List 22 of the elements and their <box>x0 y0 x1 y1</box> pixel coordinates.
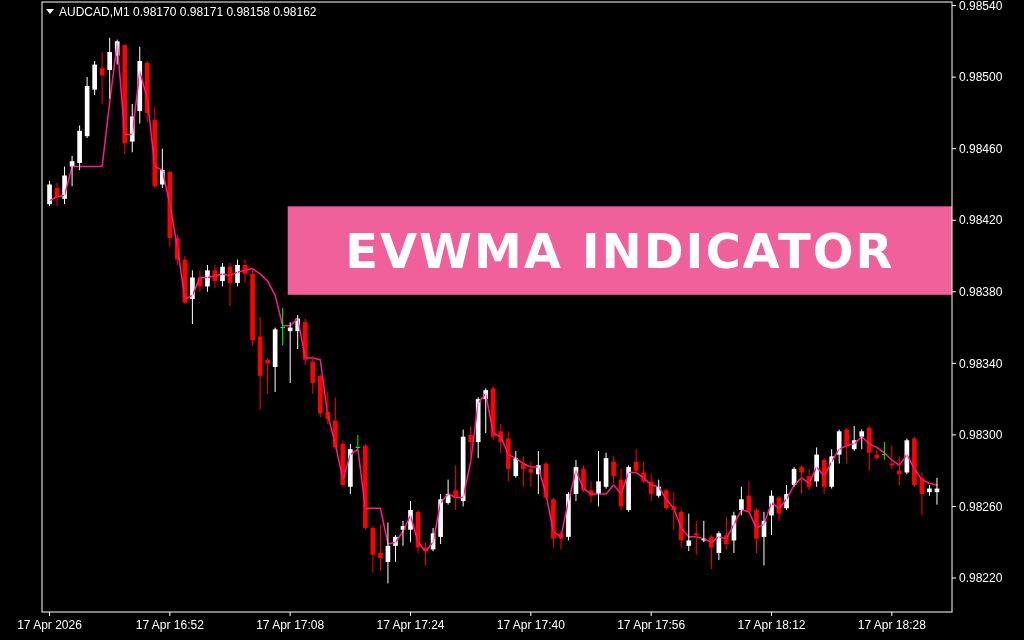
candlestick <box>686 513 692 552</box>
y-tick-label: 0.98380 <box>959 284 1003 299</box>
x-tick-label: 17 Apr 18:12 <box>737 618 806 632</box>
chart-subtitle: AUDCAD,M1 0.98170 0.98171 0.98158 0.98162 <box>59 5 317 19</box>
x-tick-label: 17 Apr 17:24 <box>376 618 445 632</box>
y-tick-label: 0.98340 <box>959 356 1003 371</box>
y-tick-label: 0.98540 <box>959 0 1003 13</box>
y-tick-label: 0.98300 <box>959 428 1003 443</box>
candlestick <box>859 429 865 450</box>
y-tick-label: 0.98460 <box>959 141 1003 156</box>
x-tick-label: 17 Apr 17:40 <box>496 618 566 632</box>
x-tick-label: 17 Apr 18:28 <box>857 618 927 632</box>
x-tick-label: 17 Apr 2026 <box>17 618 83 632</box>
y-tick-label: 0.98220 <box>959 571 1003 586</box>
x-tick-label: 17 Apr 17:08 <box>256 618 325 632</box>
y-tick-label: 0.98420 <box>959 213 1003 228</box>
y-tick-label: 0.98260 <box>959 499 1003 514</box>
x-tick-label: 17 Apr 17:56 <box>617 618 686 632</box>
candlestick <box>693 520 699 556</box>
text: EVWMA INDICATOR <box>345 222 895 279</box>
y-tick-label: 0.98500 <box>959 70 1003 85</box>
x-tick-label: 17 Apr 16:52 <box>135 618 205 632</box>
